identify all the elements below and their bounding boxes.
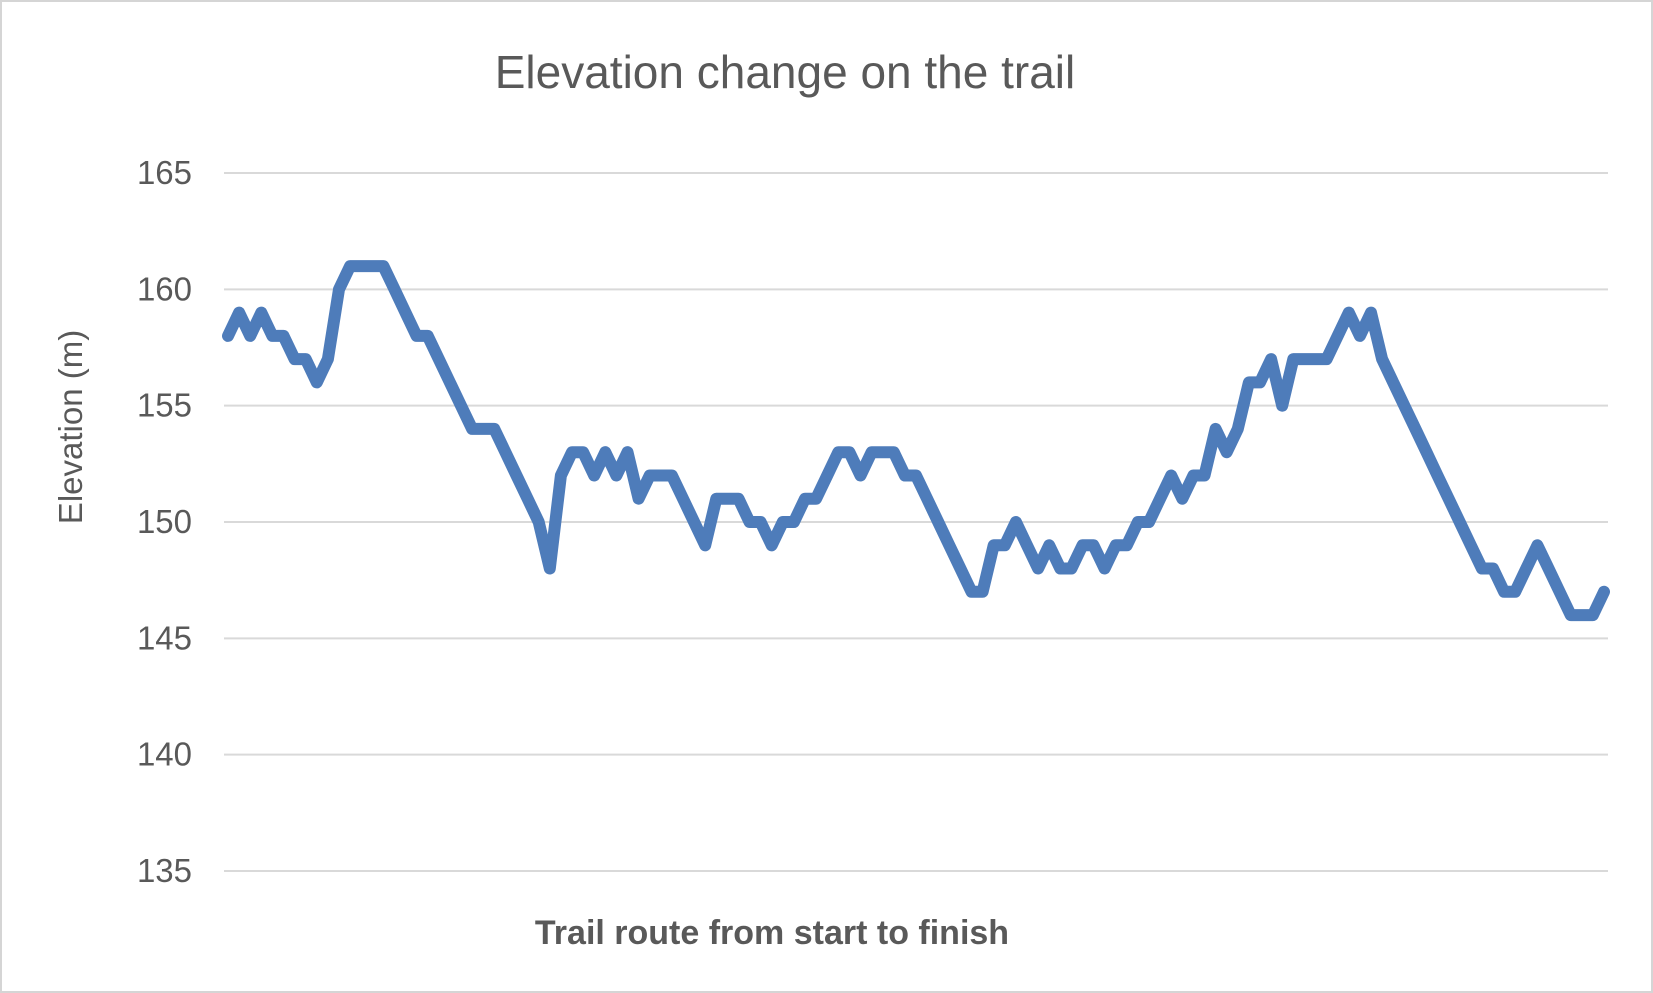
chart-title: Elevation change on the trail — [495, 46, 1076, 98]
y-tick-label: 155 — [137, 387, 192, 424]
x-axis-title: Trail route from start to finish — [535, 914, 1009, 952]
y-axis-title: Elevation (m) — [52, 330, 89, 524]
y-tick-label: 160 — [137, 270, 192, 307]
y-tick-label: 145 — [137, 619, 192, 656]
y-tick-label: 140 — [137, 736, 192, 773]
y-tick-label: 135 — [137, 852, 192, 889]
y-tick-label: 165 — [137, 154, 192, 191]
y-axis-tick-labels: 165 160 155 150 145 140 135 — [137, 154, 192, 889]
gridlines — [224, 172, 1608, 872]
elevation-series-line — [222, 260, 1610, 622]
y-tick-label: 150 — [137, 503, 192, 540]
